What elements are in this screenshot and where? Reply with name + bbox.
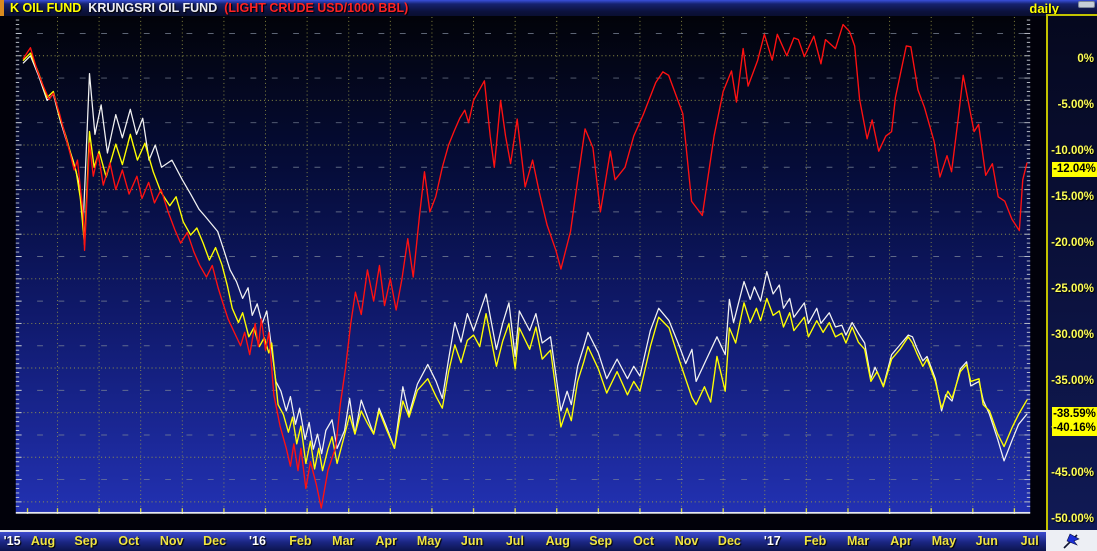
- x-axis-bar: '15 Aug Sep Oct Nov Dec '16 Feb Mar Apr May Jun Jul A…: [0, 530, 1046, 551]
- x-axis-month-label: Nov: [674, 534, 699, 548]
- x-axis-month-label: Aug: [30, 534, 56, 548]
- y-axis-label: -35.00%: [1051, 375, 1094, 387]
- last-value-tag: -38.59%: [1052, 406, 1097, 422]
- x-axis-month-label: Jun: [975, 534, 998, 548]
- x-axis-year-label: '17: [763, 534, 781, 548]
- y-axis-label: -15.00%: [1051, 191, 1094, 203]
- y-axis-label: -50.00%: [1051, 513, 1094, 525]
- x-axis-month-label: Dec: [203, 534, 227, 548]
- y-axis-label: -20.00%: [1051, 237, 1094, 249]
- benchmark-title: (LIGHT CRUDE USD/1000 BBL): [224, 1, 409, 15]
- titlebar-accent-strip: [0, 0, 4, 16]
- y-axis-label: -30.00%: [1051, 329, 1094, 341]
- y-axis-label: -25.00%: [1051, 283, 1094, 295]
- x-axis-month-label: Mar: [332, 534, 355, 548]
- series-line-krungsri-oil-fund: [22, 55, 1028, 462]
- series-line-k-oil-fund: [22, 52, 1028, 472]
- y-axis-panel: 0% -5.00% -10.00% -15.00% -20.00% -25.00% -30.…: [1046, 14, 1097, 530]
- x-axis-month-label: Jun: [460, 534, 484, 548]
- x-axis-year-label: '16: [249, 534, 266, 548]
- flag-icon: [1062, 533, 1080, 549]
- x-axis-month-label: Nov: [159, 534, 184, 548]
- x-axis-month-label: Jul: [505, 534, 524, 548]
- x-axis-month-label: Feb: [289, 534, 312, 548]
- y-axis-label: -5.00%: [1057, 99, 1094, 111]
- chart-title-bar: K OIL FUND KRUNGSRI OIL FUND (LIGHT CRUD…: [0, 0, 1097, 16]
- price-chart-plot-area[interactable]: [0, 16, 1046, 530]
- plot-background: [15, 16, 1031, 513]
- fund-primary-title: K OIL FUND: [10, 1, 82, 15]
- frequency-selector[interactable]: daily: [1029, 1, 1059, 16]
- x-axis-month-label: Mar: [846, 534, 870, 548]
- grid-lines: [15, 16, 1031, 512]
- x-axis-month-label: Oct: [118, 534, 140, 548]
- series-line-light-crude-usd-1000-bbl: [22, 23, 1028, 509]
- x-axis-month-label: Apr: [890, 534, 912, 548]
- edge-tick-marks: [15, 19, 1031, 514]
- x-axis-month-label: May: [931, 534, 957, 548]
- y-axis-label: 0%: [1077, 53, 1094, 65]
- fund-secondary-title: KRUNGSRI OIL FUND: [88, 1, 218, 15]
- status-corner: [1046, 530, 1097, 551]
- x-axis-month-label: May: [416, 534, 442, 548]
- x-axis-month-label: Dec: [717, 534, 741, 548]
- x-axis-year-label: '15: [3, 534, 21, 548]
- x-axis-month-label: Aug: [545, 534, 570, 548]
- x-axis-month-label: Sep: [589, 534, 613, 548]
- x-axis-month-label: Sep: [74, 534, 98, 548]
- y-axis-label: -45.00%: [1051, 467, 1094, 479]
- last-value-tag: -12.04%: [1052, 162, 1097, 178]
- series-lines: [22, 23, 1028, 509]
- x-axis-month-label: Oct: [633, 534, 655, 548]
- x-axis-month-label: Apr: [375, 534, 397, 548]
- y-axis-label: -10.00%: [1051, 145, 1094, 157]
- x-axis-month-label: Jul: [1020, 534, 1039, 548]
- window-button[interactable]: [1078, 1, 1095, 8]
- x-axis-month-label: Feb: [804, 534, 827, 548]
- plot-bottom-edge: [15, 511, 1031, 514]
- last-value-tag: -40.16%: [1052, 420, 1097, 436]
